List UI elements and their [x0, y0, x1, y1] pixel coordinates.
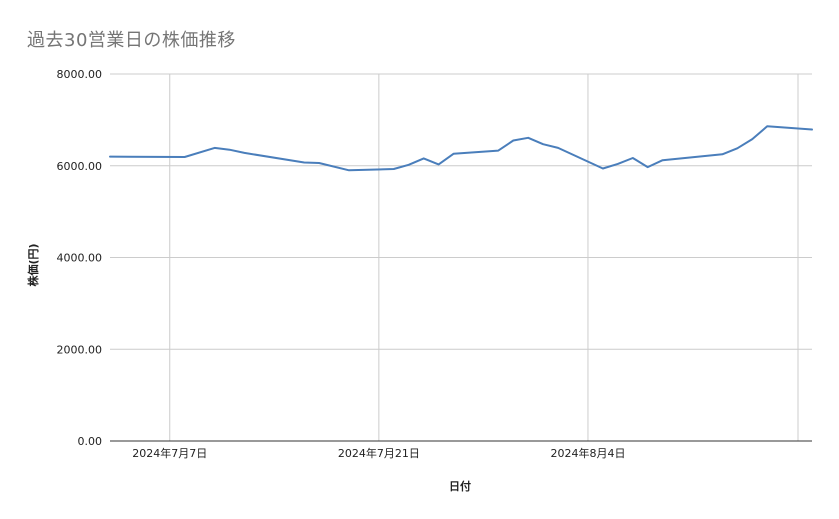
grid-layer	[110, 73, 812, 441]
series-line	[109, 125, 813, 172]
x-tick-label: 2024年7月7日	[132, 446, 207, 460]
series-layer	[109, 125, 813, 172]
x-tick-label: 2024年8月4日	[550, 446, 625, 460]
y-tick-label: 4000.00	[57, 252, 103, 265]
y-axis-title: 株価(円)	[26, 243, 40, 286]
chart-title: 過去30営業日の株価推移	[27, 30, 236, 51]
x-tick-label: 2024年7月21日	[338, 446, 420, 460]
label-layer: 0.00 2000.00 4000.00 6000.00 8000.00 2024年7月7…	[57, 68, 626, 460]
x-axis-title: 日付	[449, 479, 471, 493]
y-tick-label: 2000.00	[57, 343, 103, 356]
y-tick-label: 0.00	[78, 435, 103, 448]
y-tick-label: 6000.00	[57, 160, 103, 173]
y-tick-label: 8000.00	[57, 68, 103, 81]
